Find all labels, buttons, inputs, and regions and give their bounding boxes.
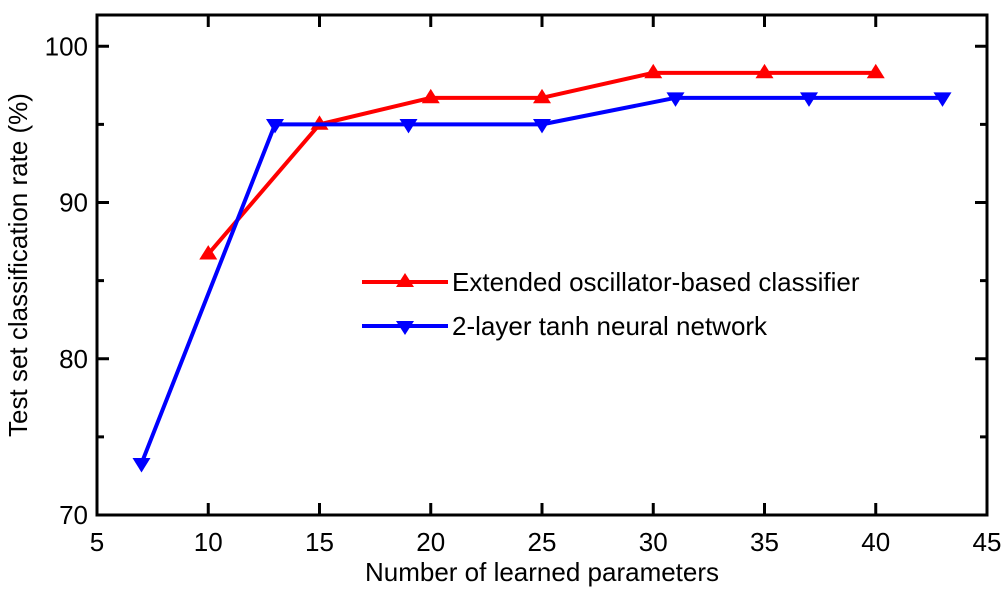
data-point-oscillator (421, 88, 440, 104)
x-tick-label: 45 (973, 527, 1002, 557)
data-point-tanh-network (399, 118, 418, 134)
data-point-oscillator (866, 63, 885, 79)
x-tick-labels: 5 10 15 20 25 30 35 40 45 (90, 527, 1002, 557)
y-tick-label: 100 (45, 31, 88, 61)
y-tick-label: 80 (59, 344, 88, 374)
x-axis-title: Number of learned parameters (365, 557, 719, 587)
data-point-oscillator (533, 88, 551, 104)
legend-marker-tanh-network (396, 321, 414, 335)
y-tick-label: 70 (59, 500, 88, 530)
series-layer (132, 63, 952, 473)
data-point-tanh-network (533, 118, 551, 134)
legend-label-tanh-network: 2-layer tanh neural network (452, 311, 768, 341)
y-tick-label: 90 (59, 188, 88, 218)
data-point-tanh-network (666, 92, 685, 107)
data-point-tanh-network (132, 458, 151, 473)
y-tick-labels: 70 80 90 100 (45, 31, 88, 530)
x-tick-label: 10 (194, 527, 223, 557)
x-tick-label: 40 (861, 527, 890, 557)
data-point-oscillator (755, 63, 774, 79)
data-point-tanh-network (933, 92, 952, 107)
data-point-tanh-network (266, 118, 284, 134)
legend: Extended oscillator-based classifier 2-l… (362, 267, 860, 341)
x-tick-label: 20 (416, 527, 445, 557)
x-tick-label: 5 (90, 527, 104, 557)
x-tick-label: 15 (305, 527, 334, 557)
plot-frame (95, 13, 989, 517)
x-tick-label: 30 (639, 527, 668, 557)
data-point-oscillator (199, 245, 218, 260)
data-point-tanh-network (800, 92, 818, 107)
data-point-oscillator (644, 63, 663, 79)
x-tick-label: 25 (528, 527, 557, 557)
y-axis-title: Test set classification rate (%) (3, 93, 33, 437)
legend-marker-oscillator (396, 273, 414, 287)
ticks-layer (97, 15, 987, 515)
legend-label-oscillator: Extended oscillator-based classifier (452, 267, 860, 297)
x-tick-label: 35 (750, 527, 779, 557)
